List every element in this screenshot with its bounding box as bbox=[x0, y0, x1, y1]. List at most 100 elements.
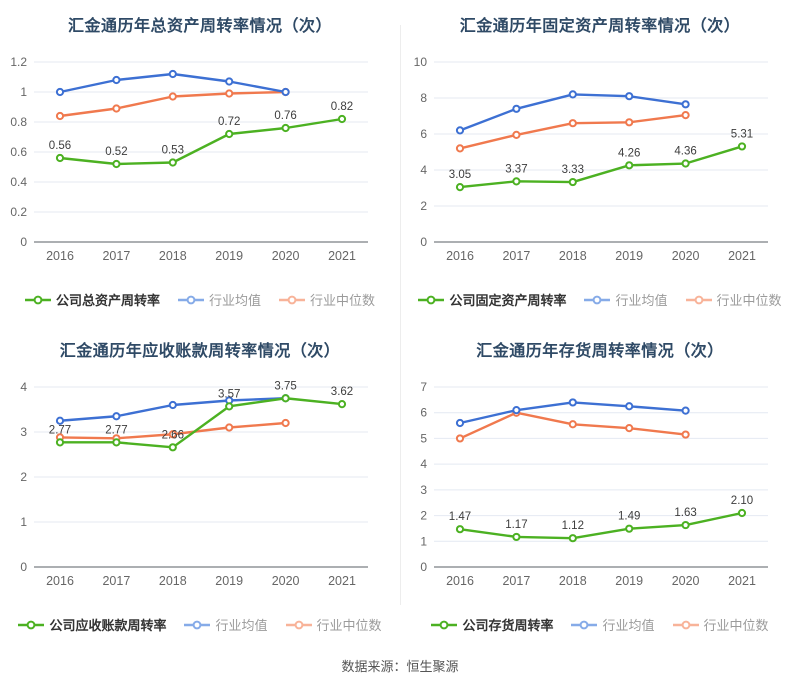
x-tick-label: 2017 bbox=[102, 249, 130, 263]
line-chart: 0 2 4 6 8 10 2016 2017 2018 2019 2020 2021 3.05 3.37 3… bbox=[414, 55, 768, 263]
chart-panel-fixed-asset-turnover: 汇金通历年固定资产周转率情况（次） 0 2 4 6 8 10 2016 2017 2018 201… bbox=[400, 0, 800, 325]
legend-item-company[interactable]: 公司总资产周转率 bbox=[24, 290, 160, 309]
data-point-marker bbox=[512, 406, 521, 415]
data-point-marker bbox=[455, 126, 465, 135]
data-source: 数据来源：恒生聚源 bbox=[341, 659, 459, 674]
x-tick-label: 2020 bbox=[672, 249, 700, 263]
data-point-marker bbox=[112, 75, 121, 85]
y-tick-label: 1 bbox=[20, 515, 27, 529]
data-label: 3.33 bbox=[562, 164, 584, 176]
x-tick-label: 2018 bbox=[159, 574, 187, 588]
data-point-marker bbox=[281, 123, 290, 133]
data-label: 2.10 bbox=[731, 495, 753, 507]
legend-item-mean[interactable]: 行业均值 bbox=[584, 290, 668, 309]
x-tick-label: 2019 bbox=[215, 574, 243, 588]
legend-line-marker-icon bbox=[584, 295, 611, 304]
legend-item-median[interactable]: 行业中位数 bbox=[279, 290, 375, 309]
data-point-marker bbox=[225, 77, 234, 86]
data-point-marker bbox=[512, 130, 521, 140]
data-point-marker bbox=[225, 423, 234, 432]
data-label: 3.75 bbox=[274, 380, 296, 392]
legend-label: 行业中位数 bbox=[716, 293, 782, 308]
data-point-marker bbox=[55, 153, 65, 163]
line-chart: 0 1 2 3 4 2016 2017 2018 2019 2020 2021 2.77 2.77 2.6… bbox=[20, 380, 368, 588]
legend-item-mean[interactable]: 行业均值 bbox=[177, 290, 261, 309]
data-point-marker bbox=[168, 443, 177, 452]
series-line-company bbox=[58, 117, 344, 166]
y-tick-label: 4 bbox=[420, 163, 427, 177]
y-tick-label: 0 bbox=[20, 235, 27, 249]
y-tick-label: 1 bbox=[20, 85, 27, 99]
y-tick-label: 0 bbox=[420, 235, 427, 249]
data-label: 1.12 bbox=[562, 520, 584, 532]
turnover-charts-grid: 汇金通历年总资产周转率情况（次） 0 0.2 0.4 0.6 0.8 1 1.2 2016 20… bbox=[0, 0, 800, 650]
data-point-marker bbox=[455, 183, 465, 192]
data-point-marker bbox=[512, 104, 521, 113]
legend-label: 公司存货周转率 bbox=[462, 618, 554, 633]
data-point-marker bbox=[568, 534, 577, 543]
x-tick-label: 2016 bbox=[446, 574, 474, 588]
data-label: 3.05 bbox=[449, 169, 471, 181]
data-point-marker bbox=[681, 520, 690, 530]
series-line-company bbox=[458, 145, 744, 189]
data-point-marker bbox=[737, 142, 747, 151]
legend-item-company[interactable]: 公司应收账款周转率 bbox=[18, 615, 166, 634]
data-point-marker bbox=[625, 402, 634, 411]
y-tick-label: 6 bbox=[420, 127, 427, 141]
y-tick-label: 2 bbox=[20, 470, 27, 484]
data-label: 2.77 bbox=[49, 424, 71, 436]
chart-title: 汇金通历年存货周转率情况（次） bbox=[476, 343, 724, 360]
y-tick-label: 3 bbox=[420, 483, 427, 497]
data-point-marker bbox=[225, 129, 234, 139]
legend-line-marker-icon bbox=[279, 295, 305, 304]
legend-label: 行业中位数 bbox=[703, 618, 769, 633]
legend-item-mean[interactable]: 行业均值 bbox=[184, 615, 268, 634]
data-point-marker bbox=[55, 438, 65, 447]
x-tick-label: 2018 bbox=[559, 249, 587, 263]
series-line-company bbox=[458, 511, 744, 540]
data-label: 3.62 bbox=[331, 386, 353, 398]
legend-item-company[interactable]: 公司存货周转率 bbox=[431, 615, 553, 634]
data-point-marker bbox=[625, 524, 634, 533]
legend-label: 行业中位数 bbox=[316, 618, 382, 633]
legend-item-median[interactable]: 行业中位数 bbox=[672, 615, 769, 634]
y-tick-label: 2 bbox=[420, 509, 427, 523]
x-tick-label: 2019 bbox=[615, 249, 643, 263]
data-label: 4.36 bbox=[674, 146, 696, 158]
column-divider bbox=[400, 25, 401, 605]
chart-panel-receivables-turnover: 汇金通历年应收账款周转率情况（次） 0 1 2 3 4 2016 2017 2018 2019 2… bbox=[0, 325, 400, 650]
x-tick-label: 2020 bbox=[272, 249, 300, 263]
data-point-marker bbox=[168, 92, 177, 101]
data-point-marker bbox=[512, 532, 521, 542]
line-chart: 0 0.2 0.4 0.6 0.8 1 1.2 2016 2017 2018 2019 2020 202… bbox=[10, 55, 368, 263]
data-point-marker bbox=[737, 508, 747, 518]
data-point-marker bbox=[55, 111, 65, 121]
legend-label: 行业均值 bbox=[602, 618, 655, 633]
chart-title: 汇金通历年总资产周转率情况（次） bbox=[67, 18, 332, 35]
data-label: 3.57 bbox=[218, 388, 240, 400]
x-tick-label: 2017 bbox=[102, 574, 130, 588]
data-label: 0.76 bbox=[274, 110, 296, 122]
legend-item-median[interactable]: 行业中位数 bbox=[685, 290, 782, 309]
chart-panel-total-asset-turnover: 汇金通历年总资产周转率情况（次） 0 0.2 0.4 0.6 0.8 1 1.2 2016 20… bbox=[0, 0, 400, 325]
data-point-marker bbox=[55, 87, 65, 97]
data-point-marker bbox=[681, 159, 690, 168]
data-label: 1.49 bbox=[618, 511, 640, 523]
legend-item-mean[interactable]: 行业均值 bbox=[571, 615, 655, 634]
data-label: 0.56 bbox=[49, 140, 71, 152]
y-tick-label: 4 bbox=[20, 380, 27, 394]
legend-item-median[interactable]: 行业中位数 bbox=[285, 615, 382, 634]
legend-label: 行业均值 bbox=[215, 618, 268, 633]
legend-line-marker-icon bbox=[672, 620, 699, 629]
data-point-marker bbox=[112, 438, 121, 447]
legend-item-company[interactable]: 公司固定资产周转率 bbox=[418, 290, 566, 309]
data-point-marker bbox=[568, 420, 577, 429]
x-tick-label: 2020 bbox=[272, 574, 300, 588]
data-point-marker bbox=[568, 177, 577, 187]
data-point-marker bbox=[512, 177, 521, 186]
line-chart: 0 1 2 3 4 5 6 7 2016 2017 2018 2019 2020 2021 1.47 1.17… bbox=[420, 380, 768, 588]
x-tick-label: 2021 bbox=[728, 574, 756, 588]
y-tick-label: 2 bbox=[420, 199, 427, 213]
data-point-marker bbox=[225, 89, 234, 98]
data-point-marker bbox=[337, 114, 347, 124]
